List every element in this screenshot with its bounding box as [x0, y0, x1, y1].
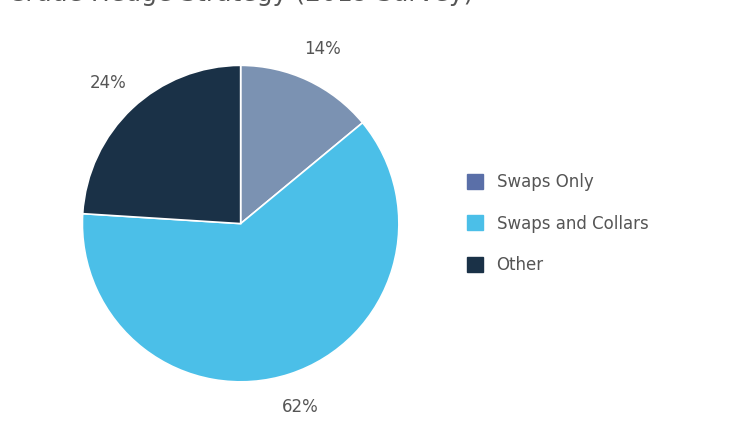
Text: 62%: 62% [282, 398, 319, 416]
Wedge shape [241, 65, 362, 224]
Wedge shape [83, 65, 241, 224]
Legend: Swaps Only, Swaps and Collars, Other: Swaps Only, Swaps and Collars, Other [466, 173, 648, 274]
Title: Crude Hedge Strategy (2019 Survey): Crude Hedge Strategy (2019 Survey) [8, 0, 473, 6]
Text: 24%: 24% [90, 74, 127, 92]
Wedge shape [83, 123, 399, 382]
Text: 14%: 14% [305, 40, 341, 58]
